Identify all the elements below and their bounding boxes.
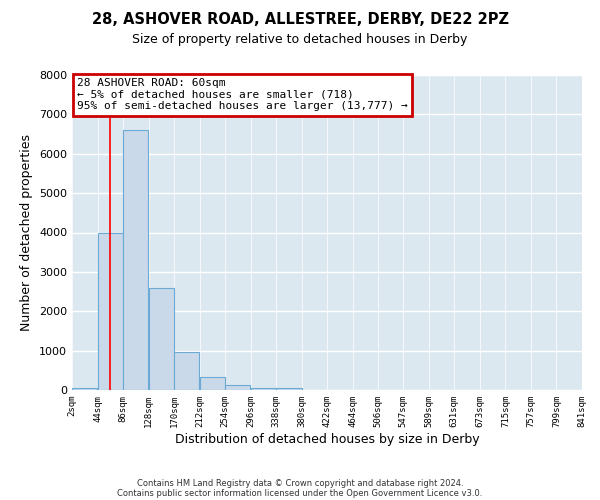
Bar: [175, 352, 199, 390]
Bar: [124, 130, 148, 390]
Bar: [98, 232, 123, 390]
Bar: [226, 386, 250, 390]
Y-axis label: Number of detached properties: Number of detached properties: [20, 134, 34, 331]
X-axis label: Distribution of detached houses by size in Derby: Distribution of detached houses by size …: [175, 432, 479, 446]
Text: 28 ASHOVER ROAD: 60sqm
← 5% of detached houses are smaller (718)
95% of semi-det: 28 ASHOVER ROAD: 60sqm ← 5% of detached …: [77, 78, 408, 112]
Bar: [72, 388, 97, 390]
Bar: [277, 388, 302, 390]
Text: Contains public sector information licensed under the Open Government Licence v3: Contains public sector information licen…: [118, 488, 482, 498]
Bar: [200, 378, 225, 390]
Bar: [251, 388, 276, 390]
Text: 28, ASHOVER ROAD, ALLESTREE, DERBY, DE22 2PZ: 28, ASHOVER ROAD, ALLESTREE, DERBY, DE22…: [91, 12, 509, 28]
Text: Size of property relative to detached houses in Derby: Size of property relative to detached ho…: [133, 32, 467, 46]
Bar: [149, 288, 174, 390]
Text: Contains HM Land Registry data © Crown copyright and database right 2024.: Contains HM Land Registry data © Crown c…: [137, 478, 463, 488]
